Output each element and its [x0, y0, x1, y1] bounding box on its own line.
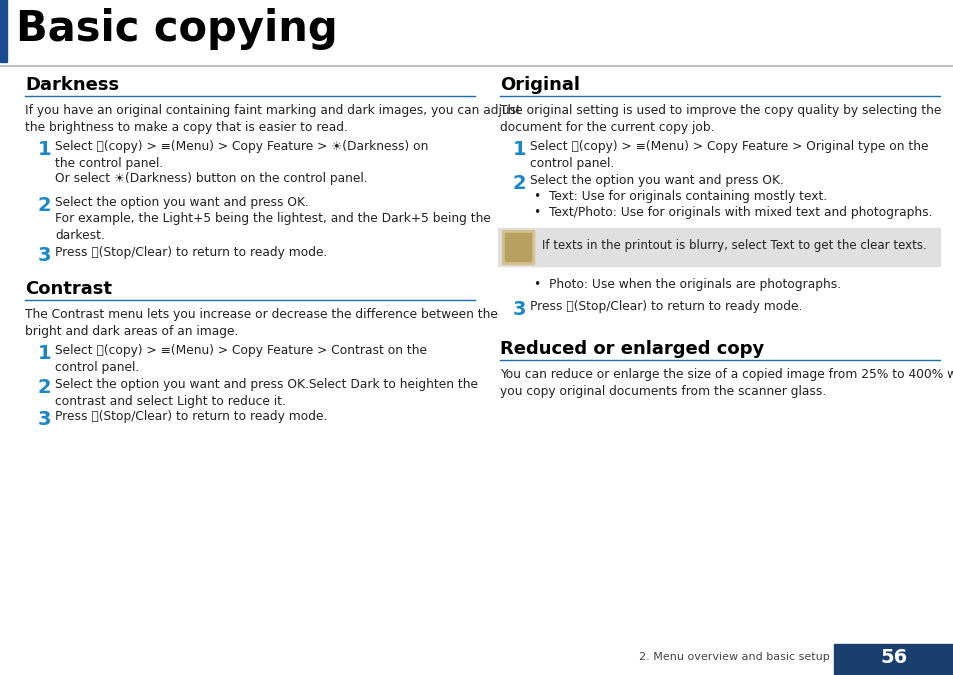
Text: Press Ⓧ(Stop/Clear) to return to ready mode.: Press Ⓧ(Stop/Clear) to return to ready m…: [530, 300, 801, 313]
Text: 1: 1: [38, 140, 51, 159]
Text: Reduced or enlarged copy: Reduced or enlarged copy: [499, 340, 763, 358]
Bar: [501, 230, 534, 264]
Text: For example, the Light+5 being the lightest, and the Dark+5 being the
darkest.: For example, the Light+5 being the light…: [55, 212, 491, 242]
Bar: [0, 644, 833, 675]
Text: The original setting is used to improve the copy quality by selecting the
docume: The original setting is used to improve …: [499, 104, 941, 134]
Text: 1: 1: [513, 140, 526, 159]
Text: Select the option you want and press OK.Select Dark to heighten the
contrast and: Select the option you want and press OK.…: [55, 378, 477, 408]
Text: 2: 2: [513, 174, 526, 193]
Text: •  Photo: Use when the originals are photographs.: • Photo: Use when the originals are phot…: [534, 278, 841, 291]
Bar: [0, 0, 7, 62]
Text: Basic copying: Basic copying: [16, 8, 337, 50]
Text: Select the option you want and press OK.: Select the option you want and press OK.: [55, 196, 309, 209]
Text: Select the option you want and press OK.: Select the option you want and press OK.: [530, 174, 783, 187]
Text: If you have an original containing faint marking and dark images, you can adjust: If you have an original containing faint…: [25, 104, 520, 134]
Text: Or select ☀(Darkness) button on the control panel.: Or select ☀(Darkness) button on the cont…: [55, 172, 367, 185]
Text: The Contrast menu lets you increase or decrease the difference between the
brigh: The Contrast menu lets you increase or d…: [25, 308, 497, 338]
Text: 2: 2: [38, 196, 51, 215]
Text: 2. Menu overview and basic setup: 2. Menu overview and basic setup: [639, 653, 829, 662]
Bar: [497, 228, 939, 266]
Text: 1: 1: [38, 344, 51, 363]
Text: •  Text/Photo: Use for originals with mixed text and photographs.: • Text/Photo: Use for originals with mix…: [534, 206, 931, 219]
Text: 2: 2: [38, 378, 51, 397]
Text: •  Text: Use for originals containing mostly text.: • Text: Use for originals containing mos…: [534, 190, 826, 203]
Text: Original: Original: [499, 76, 579, 94]
Text: 3: 3: [513, 300, 526, 319]
Text: Select ⓒ(copy) > ≡(Menu) > Copy Feature > Original type on the
control panel.: Select ⓒ(copy) > ≡(Menu) > Copy Feature …: [530, 140, 927, 170]
Text: Press Ⓧ(Stop/Clear) to return to ready mode.: Press Ⓧ(Stop/Clear) to return to ready m…: [55, 410, 327, 423]
Text: Press Ⓧ(Stop/Clear) to return to ready mode.: Press Ⓧ(Stop/Clear) to return to ready m…: [55, 246, 327, 259]
Bar: [833, 644, 953, 675]
Text: 3: 3: [38, 246, 51, 265]
Text: Select ⓒ(copy) > ≡(Menu) > Copy Feature > ☀(Darkness) on
the control panel.: Select ⓒ(copy) > ≡(Menu) > Copy Feature …: [55, 140, 428, 170]
Text: 3: 3: [38, 410, 51, 429]
Text: Darkness: Darkness: [25, 76, 119, 94]
Text: 56: 56: [880, 648, 906, 667]
Text: Contrast: Contrast: [25, 280, 112, 298]
Bar: [504, 233, 531, 261]
Text: You can reduce or enlarge the size of a copied image from 25% to 400% when
you c: You can reduce or enlarge the size of a …: [499, 368, 953, 398]
Text: Select ⓒ(copy) > ≡(Menu) > Copy Feature > Contrast on the
control panel.: Select ⓒ(copy) > ≡(Menu) > Copy Feature …: [55, 344, 427, 374]
Text: If texts in the printout is blurry, select Text to get the clear texts.: If texts in the printout is blurry, sele…: [541, 240, 925, 252]
